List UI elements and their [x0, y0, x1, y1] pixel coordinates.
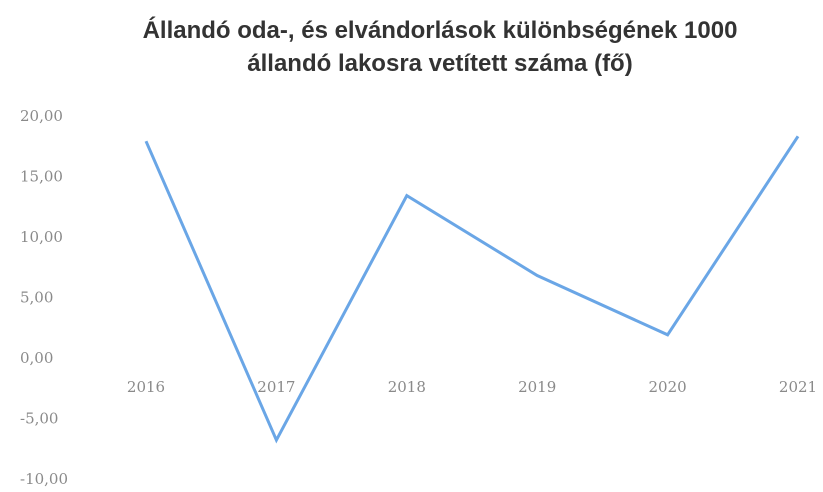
y-tick-label: 5,00: [20, 289, 53, 307]
x-tick-label: 2020: [649, 378, 687, 396]
x-tick-label: 2021: [779, 378, 817, 396]
x-tick-label: 2018: [388, 378, 426, 396]
y-tick-label: 20,00: [20, 107, 63, 125]
y-tick-label: 15,00: [20, 168, 63, 186]
line-series: [144, 135, 800, 444]
y-tick-label: -10,00: [20, 470, 68, 488]
x-tick-label: 2019: [518, 378, 556, 396]
y-tick-label: 10,00: [20, 228, 63, 246]
y-tick-label: -5,00: [20, 410, 58, 428]
x-tick-label: 2017: [257, 378, 295, 396]
y-tick-label: 0,00: [20, 349, 53, 367]
x-tick-label: 2016: [127, 378, 165, 396]
chart-title: Állandó oda-, és elvándorlások különbség…: [142, 17, 738, 77]
